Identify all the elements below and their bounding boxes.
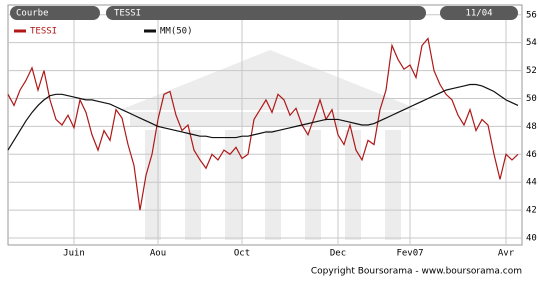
y-tick-label: 48 <box>526 122 537 132</box>
y-tick-label: 56 <box>526 10 537 20</box>
y-tick-label: 40 <box>526 234 537 244</box>
x-tick-label: Dec <box>330 249 346 259</box>
x-tick-label: Oct <box>234 249 250 259</box>
x-tick-label: Aou <box>150 249 166 259</box>
y-tick-label: 44 <box>526 178 537 188</box>
legend-label: MM(50) <box>160 27 193 37</box>
y-tick-label: 50 <box>526 94 537 104</box>
x-tick-label: Avr <box>498 249 515 259</box>
x-tick-label: Fev07 <box>396 249 423 259</box>
symbol-pill[interactable] <box>106 6 426 20</box>
legend-label: TESSI <box>30 27 57 37</box>
date: 11/04 <box>465 9 492 19</box>
y-tick-label: 42 <box>526 206 537 216</box>
y-tick-label: 46 <box>526 150 537 160</box>
chart: Courbe TESSI 11/04 Copyright Boursorama … <box>0 0 539 281</box>
symbol: TESSI <box>114 9 141 19</box>
copyright: Copyright Boursorama - www.boursorama.co… <box>311 267 522 277</box>
y-tick-label: 52 <box>526 66 537 76</box>
y-tick-label: 54 <box>526 38 537 48</box>
mode: Courbe <box>16 9 49 19</box>
x-tick-label: Juin <box>63 249 85 259</box>
